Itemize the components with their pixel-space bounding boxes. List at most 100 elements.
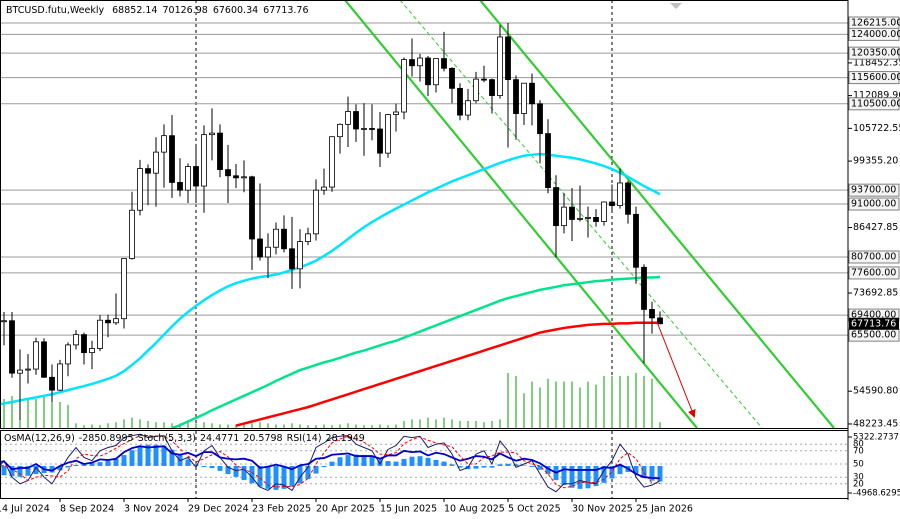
candle-body [585, 217, 591, 219]
osma-bar [577, 465, 583, 489]
osma-bar [481, 465, 487, 468]
candle-body [617, 182, 623, 206]
osma-bar [193, 464, 199, 466]
indicator-name: Stoch(5,3,3) [138, 433, 196, 444]
channel-midline [399, 0, 763, 428]
candle-body [633, 213, 639, 268]
level-box [848, 197, 900, 211]
forecast-arrow [656, 321, 696, 418]
x-tick-label: 29 Dec 2024 [188, 504, 249, 515]
indicator-value: 28.1949 [326, 433, 365, 444]
indicator-name: OsMA(12,26,9) [4, 433, 75, 444]
indicator-line [0, 435, 661, 489]
osma-bar [57, 465, 63, 471]
x-tick-label: 5 Oct 2025 [508, 504, 561, 515]
osma-bar [241, 465, 247, 481]
candle-body [481, 78, 487, 81]
level-box [848, 71, 900, 85]
osma-bar [185, 459, 191, 466]
osma-bar [633, 465, 639, 474]
candle-body [521, 82, 527, 114]
osma-bar [49, 465, 55, 473]
x-tick-label: 15 Jun 2025 [380, 504, 437, 515]
candle-body [473, 78, 479, 102]
candle-body [145, 168, 151, 174]
candle-body [505, 36, 511, 81]
osma-bar [433, 459, 439, 466]
candle-body [393, 111, 399, 115]
level-label: 80700.00 [851, 251, 896, 262]
osma-bar [145, 444, 151, 466]
candle-body [593, 217, 599, 222]
current-price-label: 67713.76 [851, 318, 896, 329]
candle-body [129, 209, 135, 259]
moving-average [235, 321, 660, 427]
candle-body [401, 59, 407, 113]
osma-bar [113, 458, 119, 466]
osma-bar [417, 456, 423, 466]
candle-body [9, 320, 15, 374]
osma-bar [297, 465, 303, 484]
osma-bar [169, 449, 175, 466]
level-box [848, 183, 900, 197]
moving-average [171, 275, 661, 428]
osma-bar [97, 462, 103, 466]
osma-bar [537, 465, 543, 470]
last-high: 70126.98 [162, 5, 207, 16]
candle-body [465, 100, 471, 116]
level-label: 124000.00 [851, 29, 900, 40]
candle-body [265, 246, 271, 258]
indicator-value: 20.5798 [243, 433, 282, 444]
candle-body [537, 103, 543, 135]
candle-body [193, 166, 199, 187]
osma-bar [289, 465, 295, 487]
last-open: 68852.14 [112, 5, 157, 16]
level-box [848, 266, 900, 280]
osma-bar [585, 465, 591, 489]
candle-body [137, 168, 143, 211]
y2-tick-label: 80 [853, 440, 864, 450]
candle-body [457, 87, 463, 116]
candle-body [33, 341, 39, 370]
osma-bar [265, 465, 271, 489]
x-tick-label: 10 Aug 2025 [444, 504, 505, 515]
y-tick-label: 118452.35 [853, 57, 900, 68]
candle-body [449, 67, 455, 89]
candle-body [153, 151, 159, 174]
x-tick-label: 8 Sep 2024 [60, 504, 114, 515]
osma-bar [593, 465, 599, 487]
osma-bar [105, 461, 111, 466]
osma-bar [641, 465, 647, 478]
candle-body [625, 182, 631, 215]
level-label: 65500.00 [851, 330, 896, 341]
candle-body [281, 228, 287, 250]
osma-bar [201, 465, 207, 468]
y-tick-label: 112089.90 [853, 90, 900, 101]
osma-bar [225, 465, 231, 475]
candle-body [209, 132, 215, 136]
candle-body [385, 114, 391, 154]
indicator-name: RSI(14) [287, 433, 322, 444]
osma-bar [17, 465, 23, 477]
level-label: 126215.00 [851, 18, 900, 29]
osma-bar [137, 446, 143, 466]
candle-body [337, 123, 343, 138]
candle-body [233, 175, 239, 179]
candle-body [41, 341, 47, 378]
candle-body [249, 176, 255, 240]
indicator-value: -2850.8995 [79, 433, 134, 444]
osma-bar [321, 465, 327, 468]
osma-bar [609, 465, 615, 479]
y2-tick-label: 70 [853, 446, 864, 456]
osma-bar [425, 457, 431, 466]
osma-bar [329, 461, 335, 466]
osma-bar [129, 450, 135, 466]
level-label: 110500.00 [851, 98, 900, 109]
osma-bar [409, 456, 415, 466]
candle-body [217, 132, 223, 170]
candle-body [1, 320, 7, 323]
candle-body [201, 134, 207, 187]
candle-body [369, 128, 375, 130]
